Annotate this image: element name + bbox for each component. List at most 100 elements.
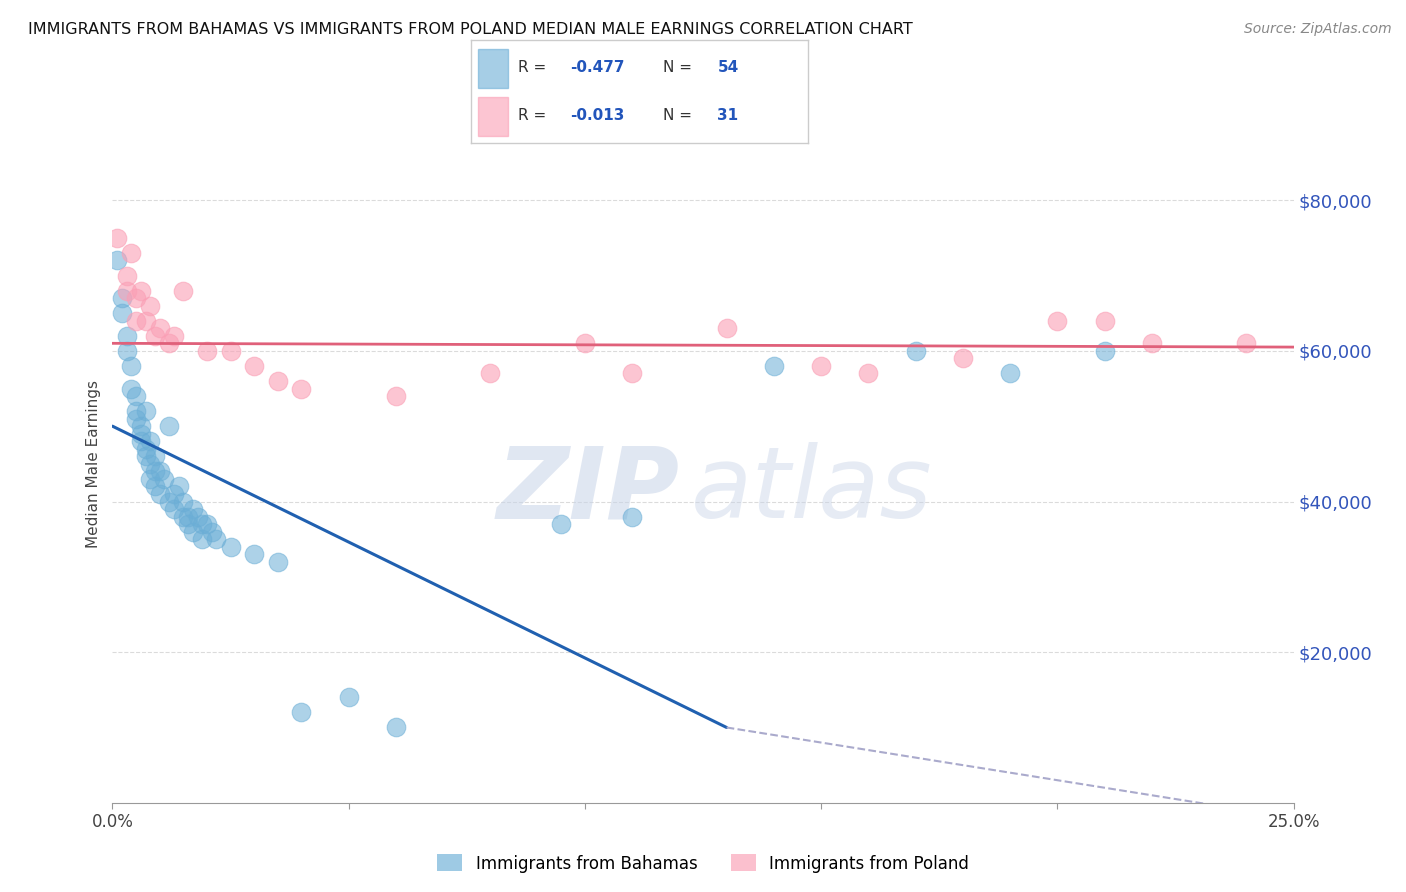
Point: [762, 359, 785, 373]
Point: [149, 487, 172, 501]
Point: [143, 464, 166, 478]
Point: [267, 555, 290, 569]
Point: [157, 336, 180, 351]
Point: [135, 450, 157, 464]
Point: [125, 291, 148, 305]
Point: [143, 479, 166, 493]
Point: [149, 464, 172, 478]
Point: [111, 306, 134, 320]
Point: [385, 721, 408, 735]
Point: [129, 419, 152, 434]
Point: [201, 524, 224, 539]
Text: atlas: atlas: [692, 442, 932, 540]
Point: [858, 367, 880, 381]
Point: [1140, 336, 1163, 351]
Point: [125, 404, 148, 418]
Point: [191, 532, 214, 546]
Text: N =: N =: [664, 61, 697, 75]
Text: -0.477: -0.477: [571, 61, 626, 75]
Point: [337, 690, 360, 705]
Point: [129, 426, 152, 441]
Point: [172, 509, 194, 524]
Text: -0.013: -0.013: [571, 108, 624, 122]
Text: Source: ZipAtlas.com: Source: ZipAtlas.com: [1244, 22, 1392, 37]
Text: 54: 54: [717, 61, 738, 75]
Text: R =: R =: [519, 108, 551, 122]
Text: 31: 31: [717, 108, 738, 122]
Point: [810, 359, 832, 373]
Point: [191, 517, 214, 532]
Point: [125, 389, 148, 403]
Point: [120, 359, 142, 373]
Point: [219, 540, 242, 554]
Point: [120, 382, 142, 396]
Point: [129, 434, 152, 449]
Point: [172, 284, 194, 298]
Y-axis label: Median Male Earnings: Median Male Earnings: [86, 380, 101, 548]
Point: [135, 404, 157, 418]
Point: [177, 517, 200, 532]
Point: [115, 268, 138, 283]
Point: [550, 517, 572, 532]
Point: [574, 336, 596, 351]
Point: [205, 532, 228, 546]
Point: [479, 367, 502, 381]
Point: [904, 343, 927, 358]
Point: [163, 487, 186, 501]
Point: [157, 494, 180, 508]
Point: [157, 419, 180, 434]
Point: [115, 328, 138, 343]
Point: [135, 314, 157, 328]
Text: N =: N =: [664, 108, 697, 122]
Point: [1234, 336, 1257, 351]
Point: [120, 246, 142, 260]
Point: [105, 253, 128, 268]
Point: [219, 343, 242, 358]
Point: [139, 472, 162, 486]
Point: [129, 284, 152, 298]
Point: [186, 509, 208, 524]
Point: [181, 524, 204, 539]
Point: [139, 457, 162, 471]
Point: [115, 284, 138, 298]
Point: [290, 706, 312, 720]
Point: [952, 351, 974, 366]
Point: [135, 442, 157, 456]
Point: [172, 494, 194, 508]
Point: [153, 472, 176, 486]
Text: ZIP: ZIP: [496, 442, 679, 540]
Point: [290, 382, 312, 396]
Point: [139, 434, 162, 449]
Point: [125, 314, 148, 328]
Point: [621, 509, 644, 524]
Text: R =: R =: [519, 61, 551, 75]
Point: [181, 502, 204, 516]
Point: [243, 359, 266, 373]
Point: [998, 367, 1021, 381]
Point: [149, 321, 172, 335]
Point: [1094, 343, 1116, 358]
Point: [115, 343, 138, 358]
Point: [163, 502, 186, 516]
Point: [716, 321, 738, 335]
Point: [1046, 314, 1069, 328]
Point: [243, 547, 266, 561]
Point: [195, 517, 218, 532]
Point: [267, 374, 290, 388]
Point: [195, 343, 218, 358]
Point: [139, 299, 162, 313]
Point: [125, 411, 148, 425]
Legend: Immigrants from Bahamas, Immigrants from Poland: Immigrants from Bahamas, Immigrants from…: [430, 847, 976, 880]
Point: [111, 291, 134, 305]
Bar: [478, 96, 508, 136]
Point: [143, 328, 166, 343]
Point: [385, 389, 408, 403]
Point: [167, 479, 190, 493]
Point: [621, 367, 644, 381]
Point: [1094, 314, 1116, 328]
Point: [143, 450, 166, 464]
Bar: [478, 49, 508, 88]
Point: [105, 231, 128, 245]
Text: IMMIGRANTS FROM BAHAMAS VS IMMIGRANTS FROM POLAND MEDIAN MALE EARNINGS CORRELATI: IMMIGRANTS FROM BAHAMAS VS IMMIGRANTS FR…: [28, 22, 912, 37]
Point: [177, 509, 200, 524]
